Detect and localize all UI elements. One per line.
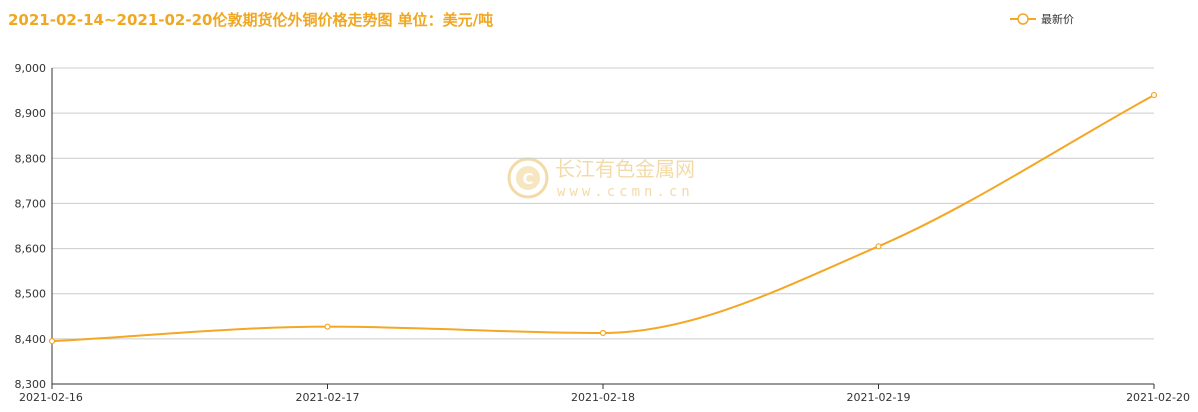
x-axis: 2021-02-16 2021-02-17 2021-02-18 2021-02-19… xyxy=(19,68,1190,404)
y-tick-label: 9,000 xyxy=(15,62,47,75)
legend[interactable]: 最新价 xyxy=(1010,12,1074,26)
y-axis-ticks: 8,300 8,400 8,500 8,600 8,700 8,800 8,900 9,000 xyxy=(15,62,47,391)
watermark-logo-icon: C xyxy=(507,157,549,199)
data-point[interactable] xyxy=(1150,91,1158,99)
watermark-url: www.ccmn.cn xyxy=(557,184,694,200)
legend-marker-icon xyxy=(1017,13,1029,25)
watermark-name: 长江有色金属网 xyxy=(555,157,695,181)
x-tick-label: 2021-02-17 xyxy=(296,391,360,404)
y-tick-label: 8,300 xyxy=(15,378,47,391)
data-point[interactable] xyxy=(324,323,331,330)
x-tick-label: 2021-02-16 xyxy=(19,391,83,404)
y-tick-label: 8,500 xyxy=(15,288,47,301)
y-tick-label: 8,400 xyxy=(15,333,47,346)
chart-title: 2021-02-14~2021-02-20伦敦期货伦外铜价格走势图 单位：美元/… xyxy=(8,11,494,29)
series-line xyxy=(51,94,1155,343)
y-tick-label: 8,600 xyxy=(15,243,47,256)
legend-label: 最新价 xyxy=(1041,12,1074,26)
y-tick-label: 8,900 xyxy=(15,107,47,120)
data-point[interactable] xyxy=(875,243,882,250)
x-tick-label: 2021-02-19 xyxy=(847,391,911,404)
x-tick-label: 2021-02-20 xyxy=(1126,391,1190,404)
watermark: C 长江有色金属网 www.ccmn.cn xyxy=(507,157,695,200)
y-tick-label: 8,800 xyxy=(15,152,47,165)
data-point[interactable] xyxy=(48,338,56,345)
series-group xyxy=(48,91,1158,345)
grid-lines xyxy=(52,67,1154,340)
x-tick-label: 2021-02-18 xyxy=(571,391,635,404)
data-point[interactable] xyxy=(599,329,607,337)
svg-text:C: C xyxy=(522,170,533,188)
y-tick-label: 8,700 xyxy=(15,197,47,210)
